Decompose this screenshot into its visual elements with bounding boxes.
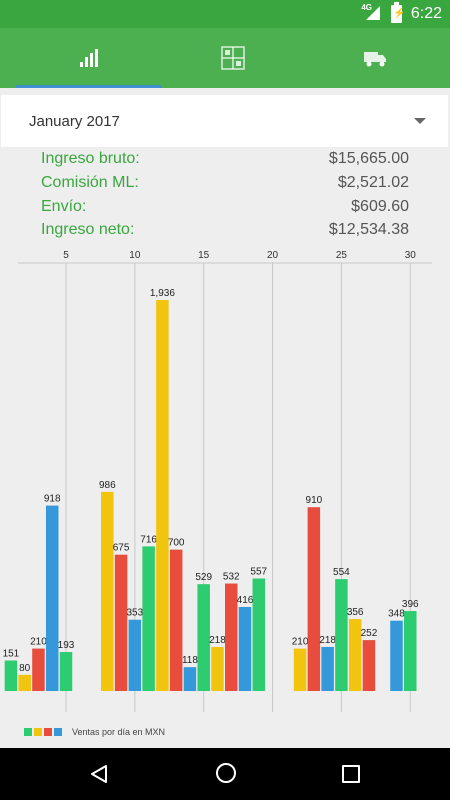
bar-day-3 [32,648,45,691]
dropdown-arrow-icon [414,118,426,124]
bar-day-17 [224,583,238,691]
bar-day-15 [197,584,210,691]
bar-chart-icon [80,49,98,67]
bar-day-2 [18,674,31,691]
legend-swatch-blue [54,728,62,736]
tab-bar [0,28,450,88]
bar-day-4 [45,505,59,691]
bar-value-label: 356 [347,607,364,618]
bar-value-label: 151 [3,649,20,660]
x-tick-label: 15 [198,250,210,261]
bar-value-label: 210 [292,637,309,648]
tab-calculator[interactable] [158,28,308,88]
bar-day-19 [252,578,266,691]
bar-value-label: 554 [333,567,350,578]
summary-value: $15,665.00 [328,150,409,167]
bar-day-11 [142,546,155,691]
month-dropdown-value: January 2017 [29,113,120,130]
bar-value-label: 218 [209,635,226,646]
bar-value-label: 986 [99,480,116,491]
summary-value: $609.60 [351,198,409,215]
bar-day-18 [238,606,252,691]
bar-value-label: 918 [44,494,61,505]
bar-value-label: 716 [140,534,157,545]
signal-icon [366,6,380,20]
bar-day-8 [101,491,114,691]
legend-label: Ventas por día en MXN [72,727,166,737]
bar-value-label: 557 [250,567,267,578]
bar-value-label: 700 [168,538,185,549]
bar-day-24 [321,646,334,691]
bar-value-label: 210 [30,637,47,648]
month-dropdown[interactable]: January 2017 [1,95,448,147]
bar-day-14 [183,667,197,691]
legend-swatch-red [44,728,52,736]
legend-swatch-green [24,728,32,736]
x-tick-label: 20 [267,250,279,261]
bar-day-25 [335,579,348,691]
bar-day-22 [293,648,307,691]
chart-legend: Ventas por día en MXN [24,726,165,738]
bar-value-label: 118 [182,655,198,666]
clock: 6:22 [410,5,442,22]
summary-value: $2,521.02 [337,174,409,191]
bar-value-label: 218 [319,635,336,646]
selected-tab-indicator [16,85,162,88]
bar-day-5 [59,652,73,691]
summary-label: Ingreso neto: [41,221,135,238]
system-navigation-bar [0,748,450,800]
bar-value-label: 910 [306,495,323,506]
bar-value-label: 396 [402,599,419,610]
bar-day-26 [348,619,362,691]
summary-label: Comisión ML: [41,174,139,191]
summary-row-gross-income: Ingreso bruto: $15,665.00 [41,150,409,172]
recent-apps-icon[interactable] [342,765,360,783]
bar-day-12 [156,300,169,691]
summary-label: Envío: [41,198,87,215]
bar-value-label: 416 [237,595,254,606]
legend-swatch-yellow [34,728,42,736]
summary-label: Ingreso bruto: [41,150,140,167]
bar-value-label: 353 [127,608,144,619]
daily-sales-chart: 5 10 15 20 25 30 151 80 210 918 193 986 675 353 716 1,9… [3,250,432,712]
bar-day-1 [4,660,18,691]
back-icon[interactable] [90,764,108,784]
tab-statistics[interactable] [16,28,162,88]
bar-day-27 [362,640,376,691]
x-tick-label: 5 [63,250,69,261]
delivery-truck-icon [364,52,386,67]
bar-day-16 [211,646,224,691]
x-tick-label: 30 [405,250,417,261]
summary-value: $12,534.38 [328,221,409,238]
battery-icon: ⚡ [391,2,405,23]
bar-day-10 [128,619,142,691]
bar-day-30 [404,611,417,691]
bar-day-23 [307,507,321,691]
home-icon[interactable] [216,763,236,783]
bar-value-label: 252 [361,628,378,639]
bar-value-label: 675 [113,543,130,554]
grid-calculator-icon [221,46,245,70]
bar-value-label: 532 [223,572,240,583]
bar-day-29 [390,620,403,691]
bar-value-label: 193 [58,640,75,651]
bar-day-13 [169,549,183,691]
bar-value-label: 348 [388,609,405,620]
x-tick-label: 10 [129,250,141,261]
summary-row-commission: Comisión ML: $2,521.02 [41,174,409,196]
status-bar: 4G ⚡ 6:22 [0,0,450,28]
tab-shipping[interactable] [300,28,450,88]
bar-value-label: 80 [19,663,31,674]
x-tick-label: 25 [336,250,348,261]
bar-value-label: 529 [195,572,212,583]
bar-day-9 [114,554,128,691]
summary-row-net-income: Ingreso neto: $12,534.38 [41,221,409,243]
bar-value-label: 1,936 [150,288,175,299]
summary-row-shipping: Envío: $609.60 [41,198,409,220]
